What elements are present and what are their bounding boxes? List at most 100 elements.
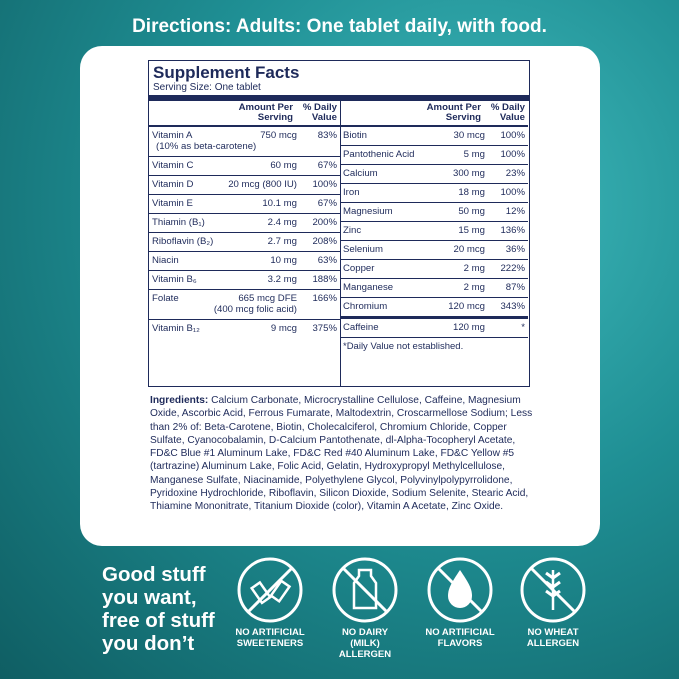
- rule: [149, 95, 529, 101]
- nutrient: Selenium: [343, 244, 383, 255]
- nutrient-name: Niacin: [152, 255, 179, 266]
- amount-value: 665 mcg DFE: [238, 293, 297, 304]
- amount-value: 60 mg: [270, 160, 297, 171]
- daily-value: 136%: [500, 225, 525, 236]
- badge-label: NO ARTIFICIAL SWEETENERS: [220, 627, 320, 649]
- daily-value: 208%: [312, 236, 337, 247]
- nutrient: Folate: [152, 293, 179, 315]
- nutrient: Magnesium: [343, 206, 393, 217]
- nutrient-note: (10% as beta-carotene): [156, 141, 257, 152]
- amount-value: 9 mcg: [270, 323, 297, 334]
- amount: 15 mg: [361, 225, 489, 236]
- amount-value: 2.4 mg: [267, 217, 297, 228]
- badge-line: NO ARTIFICIAL: [425, 627, 495, 638]
- tagline-line: free of stuff: [102, 609, 215, 632]
- daily-value: 100%: [500, 187, 525, 198]
- badge-line: FLAVORS: [437, 638, 483, 649]
- fact-row: Vitamin C 60 mg 67%: [149, 156, 340, 175]
- nutrient: Chromium: [343, 301, 387, 312]
- amount-value: 20 mcg: [453, 244, 485, 255]
- fact-row: Vitamin B₆ 3.2 mg 188%: [149, 270, 340, 289]
- daily-value: 12%: [505, 206, 525, 217]
- badge-line: ALLERGEN: [338, 649, 392, 660]
- daily-value: 83%: [317, 130, 337, 141]
- nutrient: Pantothenic Acid: [343, 149, 414, 160]
- nutrient: Vitamin B₆: [152, 274, 197, 285]
- badge-line: NO DAIRY: [341, 627, 389, 638]
- nutrient-name: Copper: [343, 263, 375, 274]
- amount-value: 10.1 mg: [262, 198, 297, 209]
- amount-value: 3.2 mg: [267, 274, 297, 285]
- nutrient-name: Iron: [343, 187, 360, 198]
- daily-value: 100%: [500, 149, 525, 160]
- amount-value: 2.7 mg: [267, 236, 297, 247]
- amount: 18 mg: [360, 187, 489, 198]
- amount-header: Amount Per Serving: [426, 102, 481, 123]
- nutrient-name: Zinc: [343, 225, 362, 236]
- left-column: Amount Per Serving % Daily Value Vitamin A…: [149, 101, 341, 386]
- nutrient-name: Caffeine: [343, 322, 379, 333]
- daily-value: 375%: [312, 323, 337, 334]
- amount: 2.4 mg: [205, 217, 301, 228]
- badge-label: NO ARTIFICIAL FLAVORS: [410, 627, 510, 649]
- icon-dairy: [332, 557, 398, 623]
- amount: 665 mcg DFE (400 mcg folic acid): [179, 293, 301, 315]
- fact-row: Thiamin (B₁) 2.4 mg 200%: [149, 213, 340, 232]
- badge-line: NO ARTIFICIAL: [235, 627, 305, 638]
- amount: 10.1 mg: [193, 198, 301, 209]
- ingredients-text: Calcium Carbonate, Microcrystalline Cell…: [150, 395, 533, 513]
- amount: 2 mg: [374, 263, 489, 274]
- amount: 60 mg: [193, 160, 301, 171]
- fact-row: Vitamin B₁₂ 9 mcg 375%: [149, 319, 340, 338]
- nutrient: Iron: [343, 187, 360, 198]
- nutrient-name: Vitamin B₆: [152, 274, 197, 285]
- fact-row: Magnesium 50 mg 12%: [340, 202, 528, 221]
- nutrient-name: Vitamin E: [152, 198, 193, 209]
- supplement-facts: Supplement Facts Serving Size: One table…: [148, 60, 530, 387]
- amount-header: Amount Per Serving: [238, 102, 293, 123]
- nutrient-name: Pantothenic Acid: [343, 149, 415, 160]
- fact-row: Manganese 2 mg 87%: [340, 278, 528, 297]
- nutrient: Riboflavin (B₂): [152, 236, 213, 247]
- daily-value: 67%: [317, 160, 337, 171]
- amount: 750 mcg: [256, 130, 301, 152]
- amount-value: 120 mg: [453, 322, 485, 333]
- amount: 2.7 mg: [213, 236, 301, 247]
- fact-row: Calcium 300 mg 23%: [340, 164, 528, 183]
- daily-value: 222%: [500, 263, 525, 274]
- nutrient: Copper: [343, 263, 374, 274]
- amount: 2 mg: [393, 282, 489, 293]
- badge-line: ALLERGEN: [526, 638, 580, 649]
- nutrient-name: Folate: [152, 293, 179, 304]
- fact-row: Vitamin A (10% as beta-carotene) 750 mcg 83…: [149, 127, 340, 156]
- amount: 5 mg: [414, 149, 489, 160]
- serving-size: Serving Size: One tablet: [153, 82, 261, 93]
- fact-row: Niacin 10 mg 63%: [149, 251, 340, 270]
- amount-value: 10 mg: [270, 255, 297, 266]
- nutrient: Vitamin E: [152, 198, 193, 209]
- nutrient: Vitamin C: [152, 160, 193, 171]
- fact-row: Caffeine 120 mg *: [340, 316, 528, 337]
- tagline-line: Good stuff: [102, 563, 206, 586]
- nutrient: Niacin: [152, 255, 179, 266]
- daily-value: *: [521, 322, 525, 333]
- amount: 3.2 mg: [197, 274, 301, 285]
- header-row: Amount Per Serving % Daily Value: [340, 101, 528, 127]
- fact-row: Zinc 15 mg 136%: [340, 221, 528, 240]
- footnote: *Daily Value not established.: [340, 337, 528, 355]
- amount-value: 18 mg: [458, 187, 485, 198]
- daily-value: 67%: [317, 198, 337, 209]
- badge-line: NO WHEAT: [527, 627, 579, 638]
- amount-note: (400 mcg folic acid): [213, 304, 297, 315]
- nutrient: Manganese: [343, 282, 393, 293]
- fact-row: Chromium 120 mcg 343%: [340, 297, 528, 316]
- nutrient: Calcium: [343, 168, 378, 179]
- icon-sweetener: [237, 557, 303, 623]
- amount-value: 2 mg: [463, 263, 485, 274]
- amount-value: 15 mg: [458, 225, 485, 236]
- tagline: Good stuff you want, free of stuff you don’…: [102, 563, 215, 655]
- header-row: Amount Per Serving % Daily Value: [149, 101, 340, 127]
- daily-value: 63%: [317, 255, 337, 266]
- amount: 9 mcg: [200, 323, 301, 334]
